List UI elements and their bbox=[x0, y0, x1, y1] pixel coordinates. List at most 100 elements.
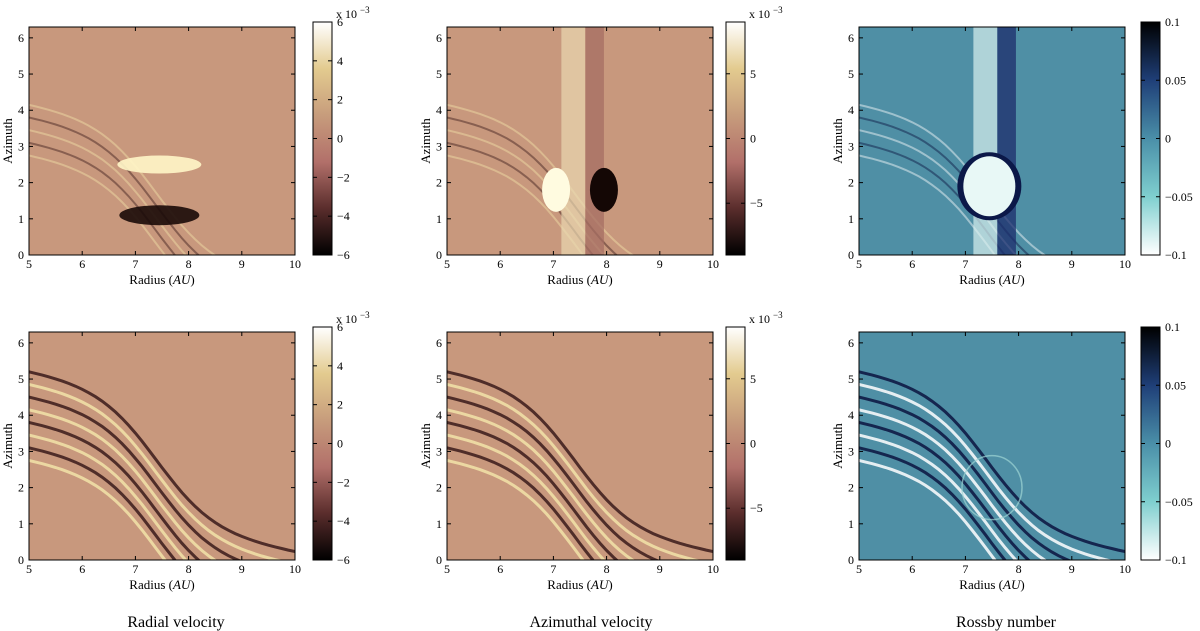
spiral-wake bbox=[29, 154, 167, 255]
x-tick-label: 7 bbox=[132, 562, 138, 576]
heatmap-background bbox=[447, 332, 713, 560]
y-axis-label: Azimuth bbox=[418, 118, 433, 164]
x-axis-label: Radius (AU) bbox=[129, 272, 194, 287]
y-tick-label: 2 bbox=[848, 481, 854, 495]
panel-radial-velocity-top: 5 6 7 8 9 10 0 1 2 3 4 5 6 Radius (AU) Azimuth 6 4 2 0 −2 −4… bbox=[0, 5, 370, 287]
x-tick-label: 6 bbox=[497, 257, 503, 271]
y-tick-label: 6 bbox=[436, 336, 442, 350]
y-tick-label: 4 bbox=[436, 103, 442, 117]
band-dark bbox=[585, 27, 604, 255]
x-tick-label: 6 bbox=[909, 562, 915, 576]
y-tick-label: 0 bbox=[18, 553, 24, 567]
x-axis-label: Radius (AU) bbox=[959, 577, 1024, 592]
colorbar-tick-label: 6 bbox=[337, 320, 343, 334]
heatmap-field bbox=[447, 332, 713, 560]
vortex-positive bbox=[542, 167, 571, 212]
y-tick-label: 0 bbox=[848, 553, 854, 567]
colorbar-tick-label: 0.05 bbox=[1165, 73, 1186, 87]
y-tick-label: 5 bbox=[848, 372, 854, 386]
y-tick-label: 6 bbox=[18, 31, 24, 45]
band-light bbox=[973, 27, 998, 255]
y-tick-label: 2 bbox=[436, 481, 442, 495]
y-axis-label: Azimuth bbox=[830, 118, 845, 164]
colorbar-tick-label: 4 bbox=[337, 359, 343, 373]
panel-radial-velocity-bottom: 5 6 7 8 9 10 0 1 2 3 4 5 6 Radius (AU) Azimuth 6 4 2 0 −2 −4… bbox=[0, 310, 370, 592]
x-tick-label: 8 bbox=[186, 562, 192, 576]
y-tick-label: 2 bbox=[848, 176, 854, 190]
axes-frame bbox=[28, 26, 296, 256]
y-tick-label: 5 bbox=[18, 67, 24, 81]
axes-frame bbox=[446, 331, 714, 561]
spiral-wake bbox=[859, 383, 1114, 560]
colorbar-tick-label: −6 bbox=[337, 248, 350, 262]
colorbar-exponent: x 10 −3 bbox=[749, 5, 783, 21]
heatmap-field bbox=[859, 27, 1125, 255]
spiral-wake bbox=[447, 446, 595, 560]
x-tick-label: 7 bbox=[962, 257, 968, 271]
colorbar-tick-label: 0.1 bbox=[1165, 15, 1180, 29]
y-tick-label: 3 bbox=[848, 444, 854, 458]
band-dark bbox=[997, 27, 1016, 255]
y-tick-label: 4 bbox=[18, 408, 24, 422]
colorbar-tick-label: −4 bbox=[337, 209, 350, 223]
x-tick-label: 7 bbox=[550, 257, 556, 271]
vortex-positive bbox=[117, 155, 202, 174]
x-axis-label: Radius (AU) bbox=[129, 577, 194, 592]
y-tick-label: 6 bbox=[848, 336, 854, 350]
x-tick-label: 9 bbox=[657, 562, 663, 576]
vortex-negative bbox=[589, 167, 618, 212]
x-tick-label: 10 bbox=[289, 257, 301, 271]
colorbar-tick-label: −5 bbox=[750, 196, 763, 210]
colorbar-tick-label: 2 bbox=[337, 398, 343, 412]
y-tick-label: 3 bbox=[18, 444, 24, 458]
colorbar-tick-label: 5 bbox=[750, 67, 756, 81]
colorbar-tick-label: 0 bbox=[1165, 132, 1171, 146]
spiral-wake bbox=[859, 370, 1125, 553]
spiral-wake bbox=[859, 459, 997, 560]
y-tick-label: 0 bbox=[436, 248, 442, 262]
y-tick-label: 2 bbox=[18, 481, 24, 495]
colorbar-tick-label: −0.05 bbox=[1165, 495, 1193, 509]
colorbar-tick-label: 0 bbox=[1165, 437, 1171, 451]
colorbar-tick-label: 5 bbox=[750, 372, 756, 386]
spiral-wake bbox=[859, 395, 1072, 560]
heatmap-field bbox=[29, 332, 295, 560]
x-tick-label: 5 bbox=[856, 562, 862, 576]
y-tick-label: 3 bbox=[436, 444, 442, 458]
spiral-wake bbox=[29, 103, 217, 255]
spiral-wake bbox=[447, 459, 585, 560]
x-tick-label: 10 bbox=[1119, 562, 1131, 576]
x-tick-label: 9 bbox=[239, 257, 245, 271]
spiral-wake bbox=[29, 383, 284, 560]
x-tick-label: 9 bbox=[1069, 562, 1075, 576]
colorbar-exponent: x 10 −3 bbox=[749, 310, 783, 326]
y-tick-label: 6 bbox=[18, 336, 24, 350]
caption-radial: Radial velocity bbox=[127, 614, 224, 631]
caption-rossby: Rossby number bbox=[956, 614, 1057, 631]
x-tick-label: 5 bbox=[444, 257, 450, 271]
spiral-wake bbox=[29, 459, 167, 560]
x-tick-label: 10 bbox=[289, 562, 301, 576]
y-tick-label: 4 bbox=[436, 408, 442, 422]
colorbar-tick-label: 0.05 bbox=[1165, 378, 1186, 392]
x-tick-label: 5 bbox=[856, 257, 862, 271]
spiral-wake bbox=[447, 433, 606, 560]
x-tick-label: 7 bbox=[550, 562, 556, 576]
y-tick-label: 1 bbox=[436, 212, 442, 226]
y-axis-label: Azimuth bbox=[418, 423, 433, 469]
y-tick-label: 1 bbox=[18, 212, 24, 226]
colorbar-tick-label: 0 bbox=[337, 437, 343, 451]
axes-frame bbox=[858, 331, 1126, 561]
x-tick-label: 10 bbox=[707, 257, 719, 271]
panel-rossby-number-top: 5 6 7 8 9 10 0 1 2 3 4 5 6 Radius (AU) Azimuth 0.1 0.05 0… bbox=[830, 15, 1193, 287]
y-tick-label: 5 bbox=[848, 67, 854, 81]
spiral-wake bbox=[29, 433, 188, 560]
vortex-negative bbox=[119, 205, 200, 226]
heatmap-background bbox=[859, 332, 1125, 560]
heatmap-field bbox=[859, 332, 1125, 560]
y-tick-label: 2 bbox=[436, 176, 442, 190]
x-tick-label: 8 bbox=[1016, 562, 1022, 576]
y-tick-label: 0 bbox=[436, 553, 442, 567]
colorbar-tick-label: 6 bbox=[337, 15, 343, 29]
